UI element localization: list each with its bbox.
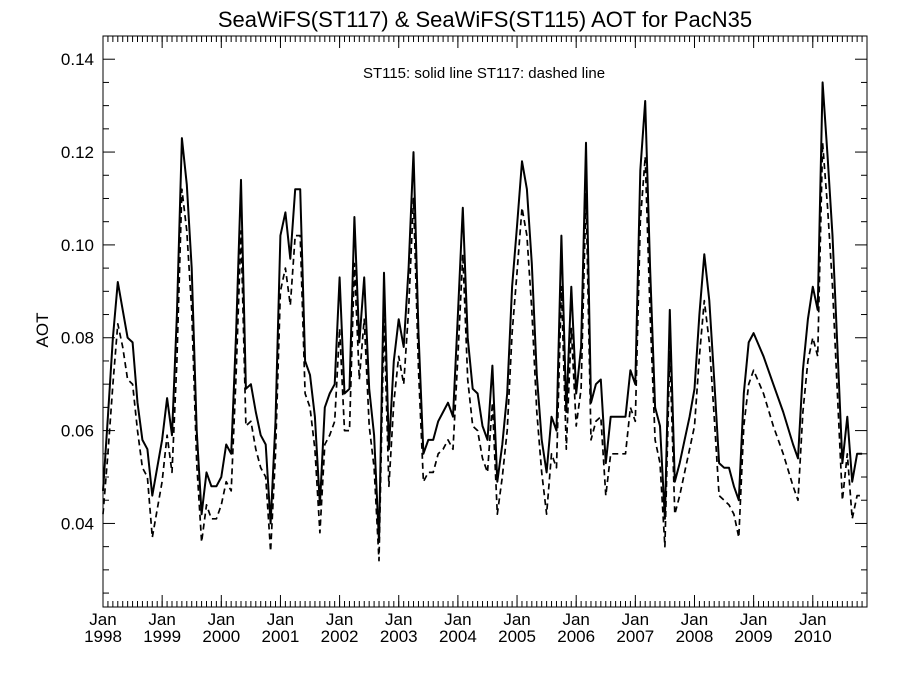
y-tick-label: 0.10 [61,236,94,255]
x-tick-month-label: Jan [799,610,826,629]
series-layer [102,81,863,562]
y-axis-label: AOT [33,313,52,348]
chart-annotation: ST115: solid line ST117: dashed line [363,65,605,82]
x-tick-month-label: Jan [148,610,175,629]
x-tick-year-label: 2005 [498,627,536,646]
x-tick-year-label: 2002 [321,627,359,646]
x-tick-year-label: 2010 [794,627,832,646]
x-tick-month-label: Jan [740,610,767,629]
x-tick-year-label: 2004 [439,627,477,646]
x-tick-month-label: Jan [444,610,471,629]
x-tick-month-label: Jan [385,610,412,629]
x-tick-year-label: 2006 [557,627,595,646]
chart-title: SeaWiFS(ST117) & SeaWiFS(ST115) AOT for … [218,7,752,32]
x-tick-month-label: Jan [681,610,708,629]
plot-frame [102,35,868,608]
series-line-st115 [102,81,863,543]
x-tick-year-label: 1999 [143,627,181,646]
series-line-st117 [102,141,863,562]
y-tick-label: 0.12 [61,143,94,162]
x-tick-year-label: 2000 [202,627,240,646]
x-tick-month-label: Jan [326,610,353,629]
x-tick-year-label: 2001 [262,627,300,646]
x-tick-month-label: Jan [503,610,530,629]
x-tick-year-label: 2008 [676,627,714,646]
tick-layer: 0.040.060.080.100.120.14Jan1998Jan1999Ja… [61,35,867,646]
x-tick-year-label: 2009 [735,627,773,646]
x-tick-month-label: Jan [208,610,235,629]
x-tick-year-label: 1998 [84,627,122,646]
x-tick-year-label: 2007 [616,627,654,646]
y-tick-label: 0.14 [61,50,94,69]
y-tick-label: 0.04 [61,514,94,533]
y-tick-label: 0.08 [61,329,94,348]
x-tick-month-label: Jan [562,610,589,629]
x-tick-month-label: Jan [622,610,649,629]
x-tick-month-label: Jan [89,610,116,629]
x-tick-month-label: Jan [267,610,294,629]
x-tick-year-label: 2003 [380,627,418,646]
y-tick-label: 0.06 [61,422,94,441]
